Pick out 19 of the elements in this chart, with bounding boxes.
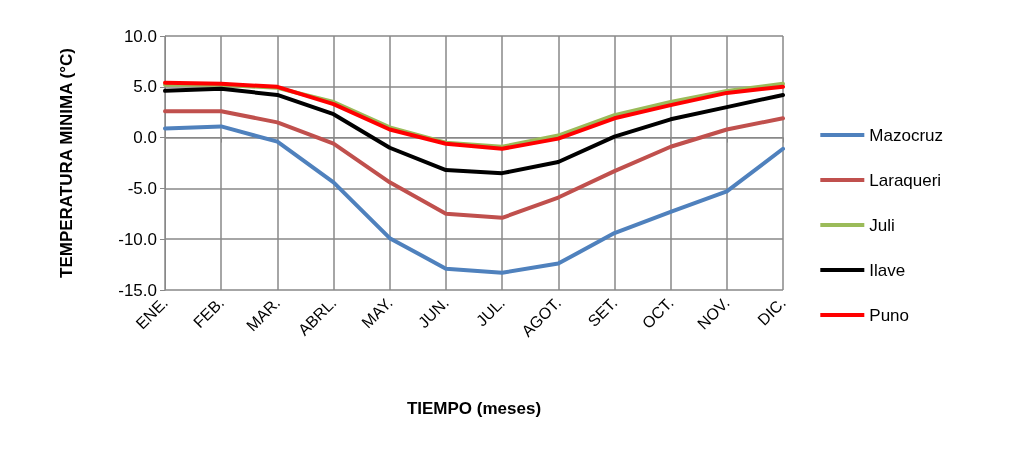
y-tick-label: -15.0 [118,280,157,300]
line-series [163,124,785,275]
legend-label: Puno [869,305,910,325]
x-tick-label: DIC. [754,293,790,329]
y-tick-label: 0.0 [133,128,157,148]
y-axis-title: TEMPERATURA MINIMA (°C) [57,48,76,278]
legend-label: Laraqueri [869,170,942,190]
legend-label: Mazocruz [869,125,943,145]
legend-label: Juli [869,215,895,235]
legend-label: Ilave [869,260,906,280]
y-tick-label: -5.0 [127,178,157,198]
x-axis-title: TIEMPO (meses) [406,399,542,418]
line-series [163,86,785,176]
y-tick-label: 10.0 [123,26,157,46]
x-tick-label: JUL. [472,293,509,330]
y-tick-label: -10.0 [118,229,157,249]
line-series [163,109,785,220]
x-tick-label: FEB. [190,293,228,332]
y-tick-label: 5.0 [133,77,157,97]
